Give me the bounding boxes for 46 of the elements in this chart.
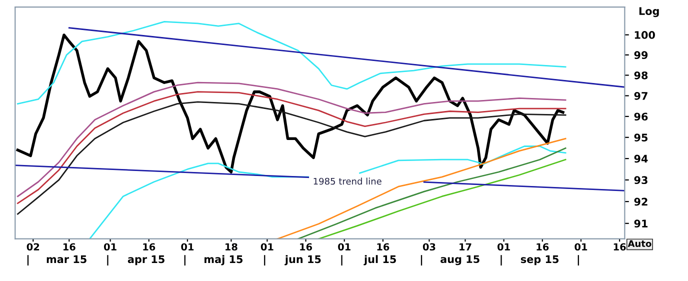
line-series [276, 138, 566, 239]
x2-tick-label: | [420, 255, 422, 266]
x-tick-label: 16 [63, 243, 76, 251]
x2-tick-label: jul 15 [364, 255, 396, 266]
x-tick-label: 01 [574, 243, 588, 251]
x2-tick-label: | [578, 255, 579, 266]
x-tick-label: 16 [536, 243, 549, 251]
y-tick-label: 96 [634, 112, 648, 121]
x-tick-label: 01 [260, 243, 274, 251]
y-tick-label: 99 [634, 51, 648, 60]
x-tick-label: 01 [498, 243, 510, 251]
x-tick-label: 16 [614, 243, 626, 251]
y-axis-title: Log [639, 7, 659, 18]
x-tick-label: 16 [300, 243, 312, 251]
y-tick-label: 94 [634, 154, 648, 163]
y-tick-label: 98 [634, 71, 648, 80]
line-series [297, 147, 566, 239]
x2-tick-label: | [264, 255, 266, 266]
x2-tick-label: apr 15 [128, 255, 164, 266]
x2-tick-label: | [107, 255, 108, 266]
text: Auto [628, 240, 652, 247]
x-tick-label: 03 [422, 243, 436, 251]
x-tick-label: 01 [181, 243, 194, 251]
x2-tick-label: | [184, 255, 186, 266]
y-tick-label: 93 [634, 176, 648, 184]
x2-tick-label: jun 15 [284, 255, 321, 266]
y-tick-label: 97 [634, 92, 648, 100]
x-tick-label: 17 [460, 243, 472, 250]
x-tick-label: 01 [338, 243, 350, 251]
y-tick-label: 91 [634, 220, 648, 228]
x2-tick-label: mar 15 [46, 255, 86, 264]
x2-tick-label: | [500, 255, 502, 266]
x-tick-label: 02 [26, 243, 40, 251]
x2-tick-label: maj 15 [204, 255, 243, 266]
x2-tick-label: | [27, 255, 29, 266]
x-tick-label: 18 [226, 243, 238, 251]
x2-tick-label: | [341, 255, 342, 266]
x-tick-label: 01 [104, 243, 116, 251]
y-tick-label: 92 [634, 198, 648, 206]
y-tick-label: 100 [634, 31, 655, 39]
annotation: 1985 trend line [314, 178, 382, 185]
x2-tick-label: aug 15 [440, 255, 480, 266]
y-tick-label: 95 [634, 134, 648, 142]
x-tick-label: 16 [143, 243, 156, 251]
x2-tick-label: sep 15 [520, 255, 559, 266]
x-tick-label: 16 [377, 243, 390, 251]
